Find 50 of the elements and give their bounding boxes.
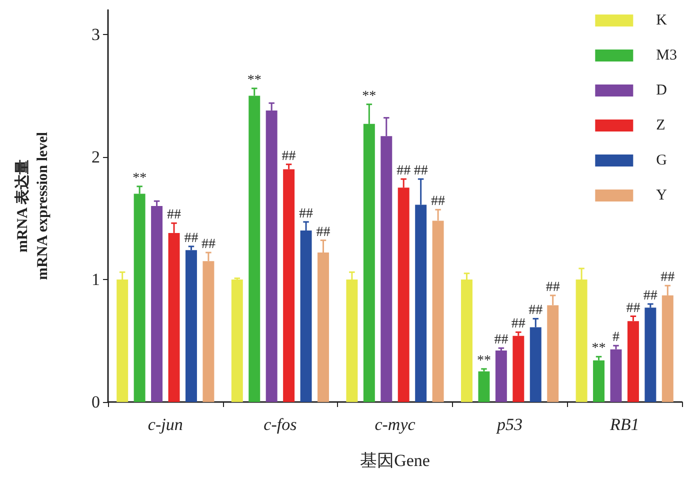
bar bbox=[478, 371, 490, 402]
bar bbox=[283, 169, 295, 402]
legend-label: K bbox=[656, 12, 668, 28]
data-label: ** bbox=[476, 353, 491, 368]
y-axis-title: mRNA 表达量 mRNA expression level bbox=[14, 132, 51, 280]
x-tick-label: c-fos bbox=[264, 415, 298, 434]
data-label: ## bbox=[626, 300, 640, 316]
data-label: ## bbox=[546, 280, 560, 295]
data-label: ** bbox=[247, 72, 262, 88]
data-label: # bbox=[612, 330, 620, 346]
legend-label: Y bbox=[656, 188, 668, 204]
data-label: ## bbox=[282, 148, 296, 164]
x-tick-label: RB1 bbox=[608, 415, 640, 434]
data-label: ## bbox=[184, 230, 198, 246]
data-label: ** bbox=[132, 170, 147, 186]
bar bbox=[610, 349, 622, 402]
data-label: ## bbox=[299, 206, 314, 222]
data-label: ## bbox=[494, 332, 508, 348]
bar bbox=[644, 308, 656, 402]
data-label: ## bbox=[643, 288, 658, 304]
legend-label: Z bbox=[656, 118, 666, 134]
data-label: ** bbox=[592, 341, 606, 356]
data-label: ## bbox=[414, 164, 428, 179]
data-label: ## bbox=[528, 303, 543, 318]
legend-label: M3 bbox=[656, 48, 678, 64]
bar bbox=[512, 336, 524, 402]
legend-label: D bbox=[656, 82, 668, 98]
bar bbox=[185, 250, 197, 402]
x-tick-label: p53 bbox=[496, 415, 523, 434]
bar bbox=[495, 350, 507, 402]
bar bbox=[627, 321, 639, 402]
data-label: ** bbox=[362, 88, 376, 104]
bar bbox=[231, 280, 243, 402]
x-tick-label: c-jun bbox=[148, 415, 183, 434]
data-label: ## bbox=[167, 208, 182, 223]
y-tick-label: 1 bbox=[92, 270, 100, 289]
data-label: ## bbox=[431, 194, 446, 210]
y-tick-label: 0 bbox=[92, 392, 100, 412]
y-tick-label: 2 bbox=[92, 148, 100, 166]
y-tick-label: 3 bbox=[92, 25, 100, 44]
data-label: ## bbox=[316, 224, 330, 240]
bar bbox=[593, 360, 605, 402]
data-label: ## bbox=[201, 237, 216, 252]
bar bbox=[151, 206, 163, 402]
data-label: ## bbox=[511, 316, 526, 332]
x-axis-title: 基因Gene bbox=[360, 451, 430, 470]
data-label: ## bbox=[396, 164, 411, 179]
legend-label: G bbox=[656, 152, 668, 168]
x-tick-label: c-myc bbox=[374, 415, 416, 434]
data-label: ## bbox=[660, 270, 675, 286]
